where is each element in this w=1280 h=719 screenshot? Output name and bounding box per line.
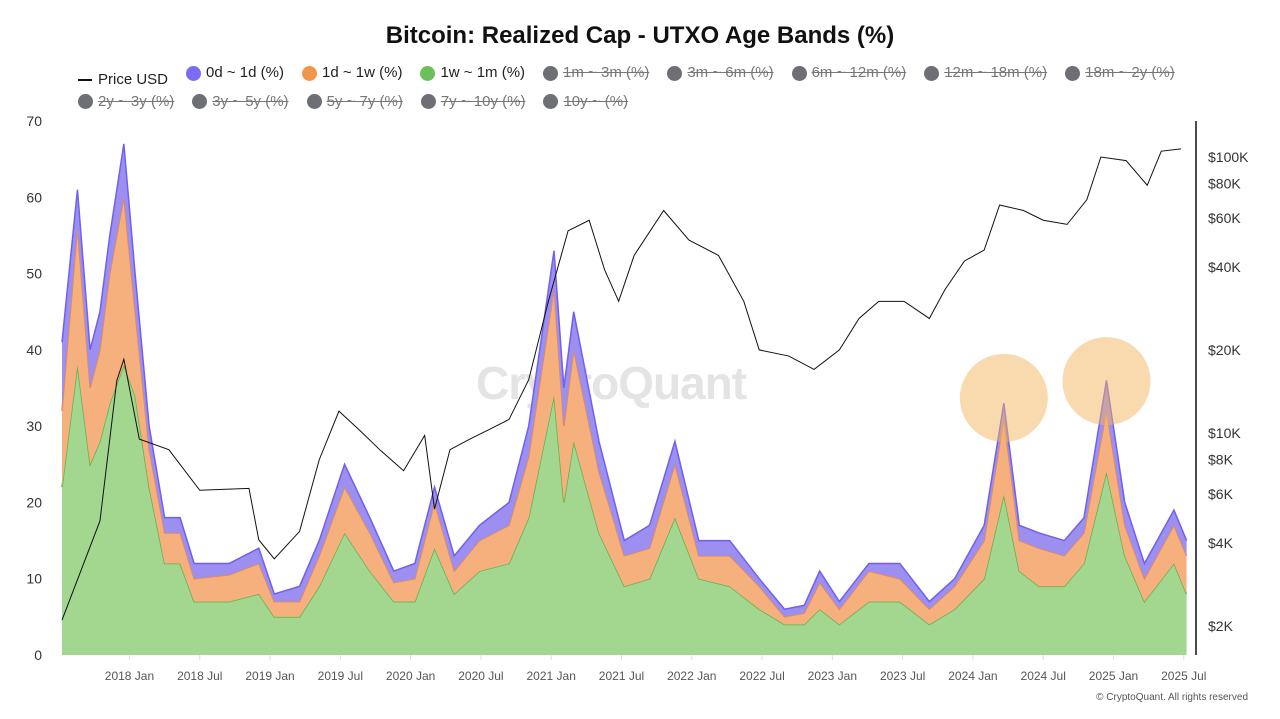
y-tick-label: 50 (26, 266, 42, 282)
legend-dot-marker (78, 94, 93, 110)
legend-label: 1m ~ 3m (%) (563, 64, 650, 81)
legend-item[interactable]: 5y ~ 7y (%) (306, 91, 403, 113)
price-tick-label: $4K (1208, 535, 1234, 551)
legend-item[interactable]: 6m ~ 12m (%) (791, 62, 907, 84)
legend-item[interactable]: Price USD (78, 69, 168, 91)
legend-dot-marker (543, 65, 559, 81)
y-tick-label: 10 (26, 571, 42, 587)
legend-label: 3m ~ 6m (%) (687, 64, 774, 81)
y-tick-label: 60 (26, 189, 42, 205)
legend-dot-marker (924, 65, 940, 81)
legend-item[interactable]: 7y ~ 10y (%) (420, 91, 526, 113)
x-tick-label: 2024 Jan (948, 669, 997, 683)
legend-label: 7y ~ 10y (%) (440, 92, 526, 110)
legend-item[interactable]: 18m ~ 2y (%) (1065, 62, 1175, 84)
legend-label: 0d ~ 1d (%) (206, 64, 284, 81)
area-1d-1w- (62, 197, 1187, 625)
price-tick-label: $20K (1208, 342, 1241, 358)
x-tick-label: 2025 Jul (1161, 669, 1206, 683)
watermark: CryptoQuant (476, 357, 747, 409)
x-tick-label: 2023 Jul (880, 669, 925, 683)
x-tick-label: 2025 Jan (1089, 669, 1138, 683)
legend-dot-marker (667, 65, 683, 81)
legend-dot-marker (301, 65, 317, 81)
x-tick-label: 2021 Jul (599, 669, 644, 683)
legend-label: 10y ~ (%) (563, 92, 629, 110)
price-line (61, 148, 1182, 621)
legend-dot-marker (192, 94, 208, 110)
legend-item[interactable]: 12m ~ 18m (%) (924, 62, 1047, 84)
y-tick-label: 30 (26, 418, 42, 434)
legend-line-marker (78, 79, 92, 81)
price-tick-label: $8K (1208, 452, 1234, 468)
legend-label: 6m ~ 12m (%) (811, 64, 907, 81)
price-tick-label: $10K (1208, 425, 1241, 441)
price-tick-label: $80K (1208, 176, 1241, 192)
legend-item[interactable]: 1d ~ 1w (%) (301, 62, 403, 84)
legend-item[interactable]: 1w ~ 1m (%) (420, 62, 525, 84)
x-tick-label: 2020 Jul (458, 669, 503, 683)
legend-dot-marker (1065, 65, 1081, 81)
y-tick-label: 20 (26, 494, 42, 510)
legend-label: 5y ~ 7y (%) (326, 92, 403, 110)
price-tick-label: $2K (1208, 618, 1234, 634)
legend-label: 3y ~ 5y (%) (212, 92, 289, 110)
legend-item[interactable]: 3y ~ 5y (%) (192, 91, 289, 113)
highlight-circle (1062, 337, 1151, 426)
x-tick-label: 2019 Jan (245, 669, 294, 683)
price-tick-label: $60K (1208, 210, 1241, 226)
y-tick-label: 0 (34, 647, 42, 663)
legend-label: 12m ~ 18m (%) (944, 64, 1048, 81)
legend-label: 18m ~ 2y (%) (1085, 64, 1175, 81)
x-tick-label: 2020 Jan (386, 669, 435, 683)
chart-legend: Price USD 0d ~ 1d (%) 1d ~ 1w (%) 1w ~ 1m (… (78, 62, 1228, 116)
legend-label: 1d ~ 1w (%) (321, 64, 403, 81)
price-tick-label: $40K (1208, 259, 1241, 275)
chart-title: Bitcoin: Realized Cap - UTXO Age Bands (… (385, 22, 895, 49)
y-tick-label: 40 (26, 342, 42, 358)
y-tick-label: 70 (26, 113, 42, 129)
legend-item[interactable]: 3m ~ 6m (%) (667, 62, 774, 84)
legend-label: 2y ~ 3y (%) (98, 92, 175, 110)
legend-dot-marker (420, 94, 436, 110)
legend-item[interactable]: 0d ~ 1d (%) (186, 62, 284, 84)
copyright: © CryptoQuant. All rights reserved (1096, 692, 1248, 703)
x-tick-label: 2019 Jul (318, 669, 363, 683)
x-tick-label: 2018 Jul (177, 669, 222, 683)
area-1w-1m- (62, 365, 1187, 655)
x-tick-label: 2018 Jan (105, 669, 154, 683)
legend-dot-marker (186, 65, 202, 81)
legend-item[interactable]: 10y ~ (%) (543, 91, 628, 113)
legend-dot-marker (306, 94, 322, 110)
x-tick-label: 2021 Jan (527, 669, 576, 683)
x-tick-label: 2022 Jul (739, 669, 784, 683)
price-tick-label: $100K (1208, 149, 1249, 165)
legend-label: 1w ~ 1m (%) (440, 64, 526, 81)
price-tick-label: $6K (1208, 486, 1234, 502)
x-tick-label: 2024 Jul (1021, 669, 1066, 683)
legend-item[interactable]: 2y ~ 3y (%) (78, 91, 174, 113)
legend-dot-marker (543, 94, 559, 110)
x-tick-label: 2022 Jan (667, 669, 716, 683)
legend-label: Price USD (98, 70, 169, 88)
highlight-circle (959, 353, 1048, 442)
legend-dot-marker (420, 65, 436, 81)
legend-dot-marker (791, 65, 807, 81)
legend-item[interactable]: 1m ~ 3m (%) (543, 62, 649, 84)
x-tick-label: 2023 Jan (808, 669, 857, 683)
